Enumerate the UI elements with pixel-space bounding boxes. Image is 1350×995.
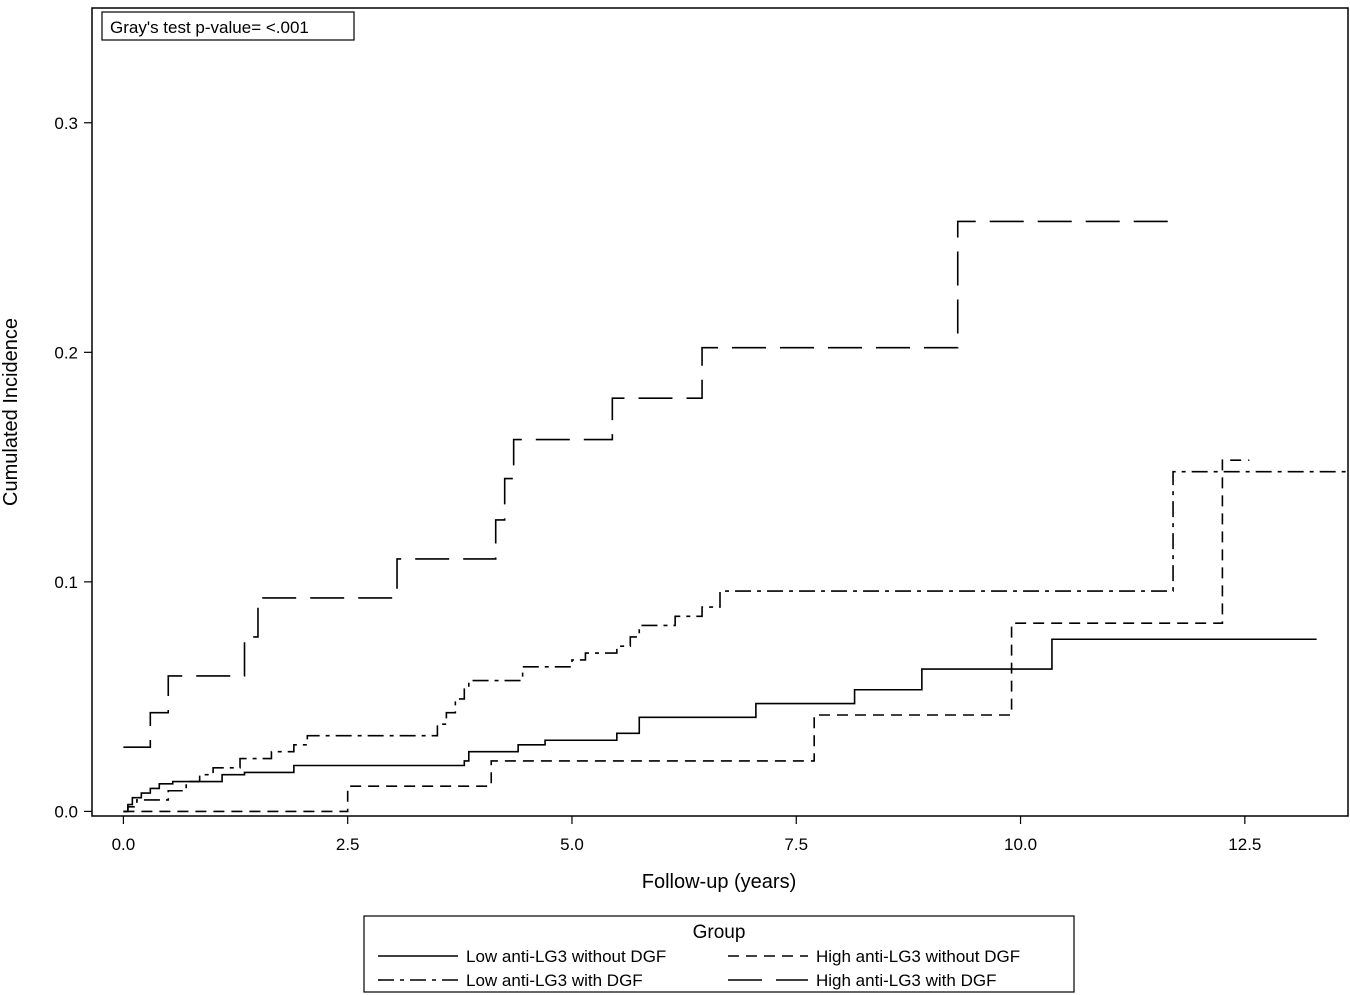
y-axis: 0.0 0.1 0.2 0.3 — [54, 114, 92, 821]
legend-border — [363, 915, 1075, 993]
legend-entries: Low anti-LG3 without DGF High anti-LG3 wi… — [378, 947, 1020, 990]
x-tick-label: 2.5 — [336, 835, 360, 854]
legend-label-4: High anti-LG3 with DGF — [816, 971, 996, 990]
series-line-2 — [123, 459, 1250, 813]
y-tick-label: 0.0 — [54, 802, 78, 821]
x-axis-label: Follow-up (years) — [642, 871, 796, 893]
series-line-1 — [123, 638, 1317, 813]
series-line-4 — [123, 220, 1169, 748]
legend-title: Group — [693, 922, 746, 943]
legend: Group Low anti-LG3 without DGF High anti-… — [363, 915, 1075, 993]
x-axis: 0.0 2.5 5.0 7.5 10.0 12.5 — [112, 816, 1261, 854]
y-tick-label: 0.2 — [54, 343, 78, 362]
x-tick-label: 7.5 — [784, 835, 808, 854]
legend-label-3: Low anti-LG3 with DGF — [466, 971, 643, 990]
legend-label-2: High anti-LG3 without DGF — [816, 947, 1020, 966]
x-tick-label: 10.0 — [1004, 835, 1037, 854]
annotation-border — [101, 11, 355, 41]
pvalue-annotation: Gray's test p-value= <.001 — [110, 18, 309, 37]
y-tick-label: 0.1 — [54, 573, 78, 592]
annotation-box: Gray's test p-value= <.001 — [101, 11, 355, 41]
y-axis-label: Cumulated Incidence — [0, 318, 22, 506]
x-tick-label: 5.0 — [560, 835, 584, 854]
plot-frame — [91, 7, 1349, 817]
x-tick-label: 0.0 — [112, 835, 136, 854]
series-line-3 — [123, 470, 1348, 813]
series-layer — [123, 220, 1348, 813]
legend-label-1: Low anti-LG3 without DGF — [466, 947, 666, 966]
y-tick-label: 0.3 — [54, 114, 78, 133]
x-tick-label: 12.5 — [1228, 835, 1261, 854]
